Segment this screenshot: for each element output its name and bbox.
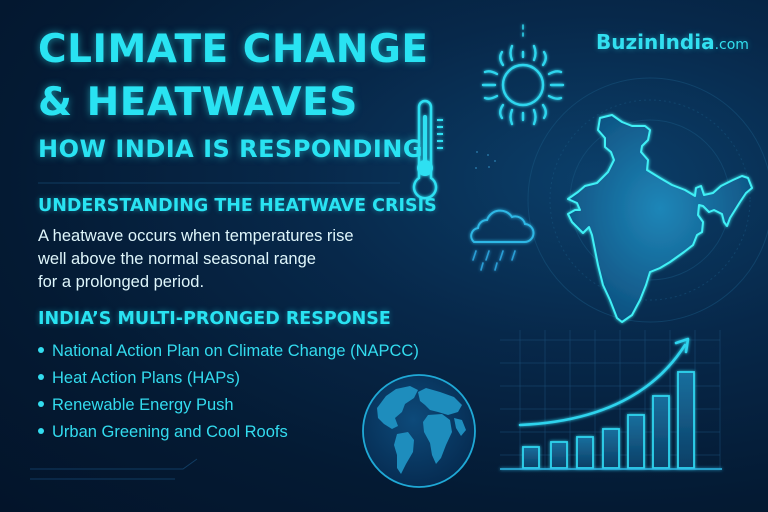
crisis-line: A heatwave occurs when temperatures rise <box>38 227 354 245</box>
bullet-icon <box>38 427 44 434</box>
title-line-1: CLIMATE CHANGE <box>38 27 429 72</box>
crisis-description: A heatwave occurs when temperatures rise… <box>38 225 418 294</box>
response-heading: INDIA’S MULTI-PRONGED RESPONSE <box>38 309 391 329</box>
list-item-label: Heat Action Plans (HAPs) <box>52 369 240 387</box>
list-item-label: Urban Greening and Cool Roofs <box>52 423 288 441</box>
list-item: Urban Greening and Cool Roofs <box>38 419 419 446</box>
bullet-icon <box>38 373 44 380</box>
subtitle: HOW INDIA IS RESPONDING <box>38 135 424 163</box>
list-item-label: National Action Plan on Climate Change (… <box>52 342 419 360</box>
list-item: Heat Action Plans (HAPs) <box>38 365 419 392</box>
list-item: National Action Plan on Climate Change (… <box>38 338 419 365</box>
bullet-icon <box>38 400 44 407</box>
list-item-label: Renewable Energy Push <box>52 396 234 414</box>
brand-name: BuzinIndia <box>596 30 715 54</box>
crisis-line: for a prolonged period. <box>38 273 205 291</box>
list-item: Renewable Energy Push <box>38 392 419 419</box>
crisis-heading: UNDERSTANDING THE HEATWAVE CRISIS <box>38 196 437 216</box>
brand-logo[interactable]: BuzinIndia.com <box>596 30 749 54</box>
crisis-line: well above the normal seasonal range <box>38 250 316 268</box>
bullet-icon <box>38 346 44 353</box>
response-list: National Action Plan on Climate Change (… <box>38 338 419 446</box>
brand-domain: .com <box>714 37 749 53</box>
title-line-2: & HEATWAVES <box>38 80 358 125</box>
